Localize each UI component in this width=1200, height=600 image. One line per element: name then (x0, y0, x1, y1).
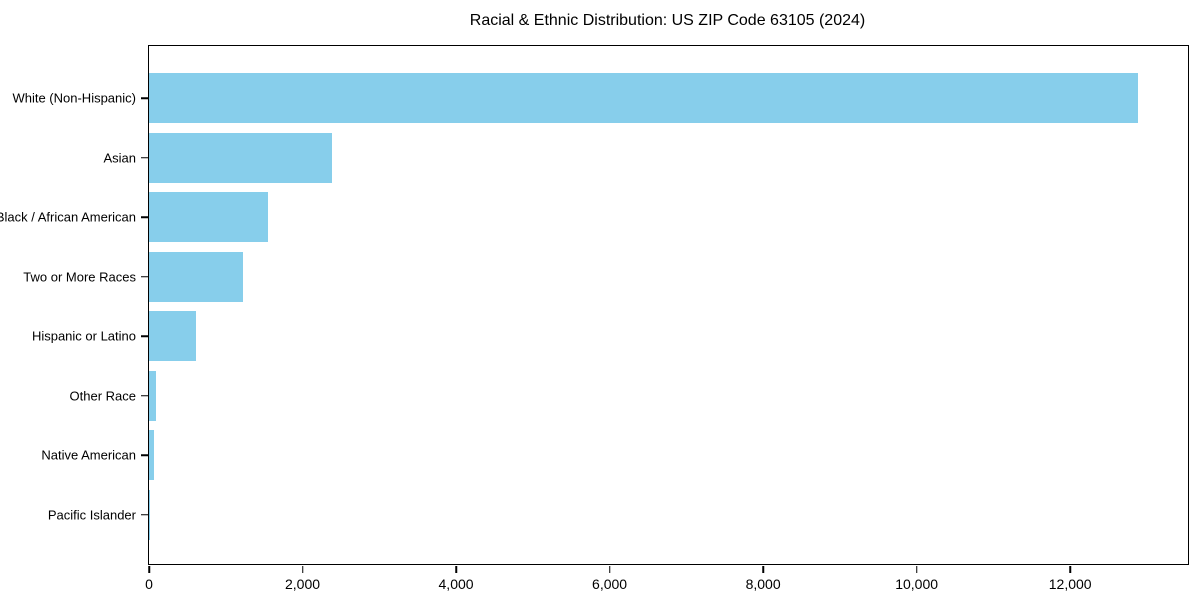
x-axis-tick-label: 0 (145, 576, 153, 592)
y-tick-mark (140, 97, 148, 99)
x-tick-mark (301, 565, 304, 573)
x-axis-tick-label: 10,000 (895, 576, 939, 592)
bar (149, 192, 268, 242)
x-tick-mark (915, 565, 918, 573)
y-axis-label: Other Race (69, 388, 136, 403)
y-axis-label: Hispanic or Latino (31, 328, 136, 344)
x-axis-tick-label: 8,000 (745, 576, 781, 592)
x-tick-mark (1069, 565, 1071, 573)
y-axis-label: Native American (41, 447, 136, 463)
x-axis-tick-label: 12,000 (1048, 576, 1092, 592)
y-axis-label: White (Non-Hispanic) (12, 90, 136, 106)
x-axis-tick-label: 4,000 (438, 576, 474, 592)
bar (149, 370, 157, 421)
y-tick-mark (140, 216, 148, 218)
x-tick-mark (148, 565, 150, 573)
y-axis-label: Pacific Islander (47, 507, 136, 522)
plot-area: White (Non-Hispanic) Asian Black / African… (0, 45, 1189, 592)
y-axis-label: Black / African American (0, 209, 136, 225)
y-tick-mark (140, 454, 148, 456)
bar (149, 73, 1139, 123)
y-axis-label: Two or More Races (23, 269, 136, 284)
y-tick-mark (140, 394, 148, 397)
x-axis-tick-label: 6,000 (592, 576, 628, 592)
bar (149, 311, 197, 361)
y-axis-label: Asian (103, 150, 136, 165)
y-tick-mark (140, 513, 148, 516)
x-tick-mark (762, 565, 764, 573)
y-tick-mark (140, 335, 148, 337)
bar (149, 132, 333, 183)
y-tick-mark (140, 275, 148, 278)
chart-title: Racial & Ethnic Distribution: US ZIP Cod… (469, 12, 866, 29)
x-tick-mark (455, 565, 457, 573)
y-tick-mark (140, 156, 148, 159)
x-tick-mark (608, 565, 611, 573)
bar (149, 430, 154, 480)
bar (149, 251, 244, 302)
x-axis-tick-label: 2,000 (284, 576, 321, 592)
bar (149, 489, 150, 540)
